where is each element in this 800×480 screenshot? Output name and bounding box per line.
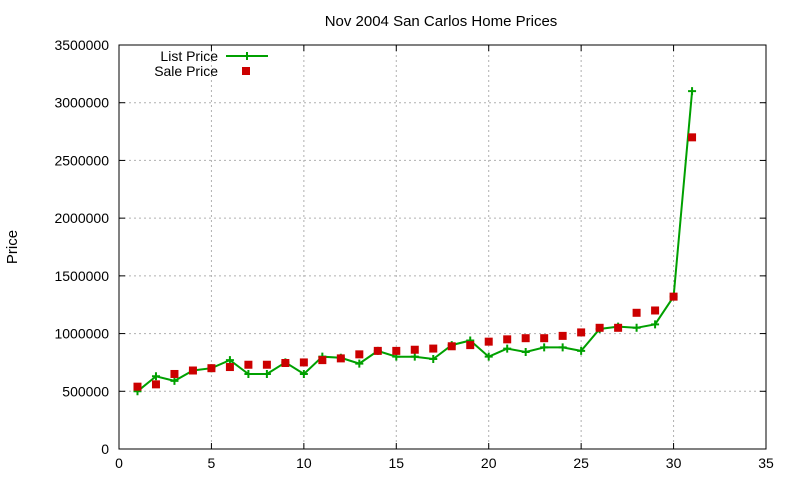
list-price-point [577,346,586,355]
plot-frame [118,44,767,450]
sale-price-point [651,306,660,315]
list-price-point [484,352,493,361]
legend: List Price Sale Price [154,48,268,79]
sale-price-point [466,341,475,350]
list-price-point [355,359,364,368]
sale-price-point [447,342,456,351]
sale-price-point [355,350,364,359]
y-tick-label: 500000 [62,383,109,399]
sale-price-point [632,308,641,317]
x-tick-label: 20 [481,455,497,471]
sale-price-point [392,346,401,355]
sale-price-point [336,354,345,363]
sale-price-point [521,334,530,343]
list-price-point [688,87,697,96]
sale-price-point [133,382,142,391]
list-price-point [429,354,438,363]
x-tick-label: 15 [388,455,404,471]
y-tick-label: 1500000 [54,268,109,284]
list-price-point [632,323,641,332]
sale-price-point [484,337,493,346]
sale-price-point [188,366,197,375]
x-tick-label: 35 [758,455,774,471]
y-axis-label: Price [4,230,21,264]
legend-list-price-marker [243,52,251,60]
legend-label-list-price: List Price [160,48,218,64]
sale-price-point [503,335,512,344]
sale-price-point [577,328,586,337]
sale-price-point [373,346,382,355]
y-tick-label: 1000000 [54,326,109,342]
list-price-point [503,344,512,353]
sale-price-point [614,323,623,332]
sale-price-point [299,358,308,367]
list-price-point [410,352,419,361]
sale-price-point [151,380,160,389]
x-tick-label: 0 [115,455,123,471]
sale-price-point [318,356,327,365]
list-price-point [151,372,160,381]
list-price-point [170,376,179,385]
x-tick-label: 10 [296,455,312,471]
list-price-point [558,343,567,352]
y-tick-label: 2000000 [54,210,109,226]
sale-price-point [207,364,216,373]
x-tick-label: 30 [666,455,682,471]
series-layer [133,87,697,396]
axis-ticks: 0 5 10 15 20 25 30 35 0 500000 1000000 1500000 20000… [54,37,774,471]
list-price-point [540,343,549,352]
y-tick-label: 3000000 [54,95,109,111]
sale-price-point [429,344,438,353]
sale-price-point [281,359,290,368]
y-tick-label: 0 [101,441,109,457]
list-price-point [262,369,271,378]
sale-price-point [595,323,604,332]
sale-price-point [688,133,697,142]
sale-price-point [669,292,678,301]
x-tick-label: 25 [573,455,589,471]
legend-sale-price-marker [242,67,250,75]
sale-price-point [225,363,234,372]
legend-label-sale-price: Sale Price [154,63,218,79]
sale-price-point [244,360,253,369]
sale-price-point [410,345,419,354]
grid-lines [119,45,766,449]
x-tick-label: 5 [208,455,216,471]
chart-title: Nov 2004 San Carlos Home Prices [325,13,558,30]
y-tick-label: 2500000 [54,152,109,168]
sale-price-point [170,369,179,378]
list-price-point [651,320,660,329]
sale-price-point [262,360,271,369]
list-price-point [521,348,530,357]
sale-price-point [540,334,549,343]
y-tick-label: 3500000 [54,37,109,53]
list-price-point [299,369,308,378]
list-price-point [225,356,234,365]
sale-price-point [558,331,567,340]
list-price-point [244,369,253,378]
